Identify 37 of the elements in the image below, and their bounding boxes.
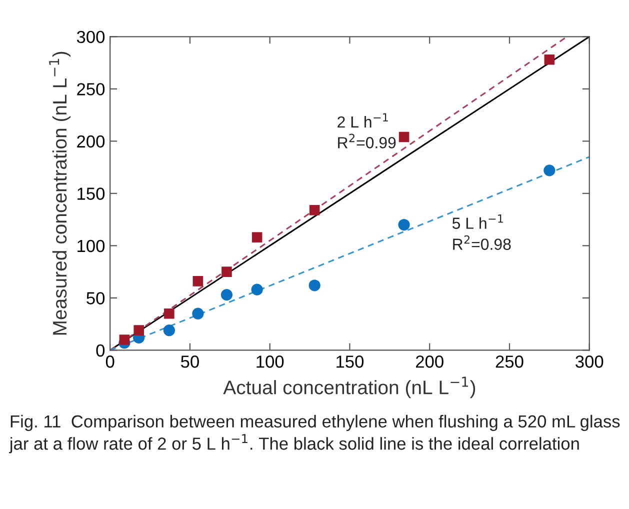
caption: Fig. 11 Comparison between measured ethylene when flushing a 520 mL glass jar at a flow rate of 2 or 5 L h$^{−1}$. The black solid line is the ideal correlation <box>9 414 620 454</box>
y-tick-label: 250 <box>77 83 105 96</box>
point <box>398 218 410 231</box>
point <box>544 54 555 65</box>
point <box>134 325 144 336</box>
point <box>252 232 262 242</box>
point <box>192 308 204 320</box>
annotation: R$^{2}$=0.98 <box>453 235 511 250</box>
y-tick-label: 200 <box>77 135 105 148</box>
point <box>222 266 232 277</box>
annotation: 5 L h$^{−1}$ <box>452 214 503 229</box>
y-tick-label: 50 <box>86 292 105 304</box>
point <box>308 280 320 292</box>
x-tick-label: 200 <box>416 356 444 368</box>
y-tick-label: 0 <box>96 344 105 357</box>
point <box>163 324 175 336</box>
annotation: 2 L h$^{−1}$ <box>338 113 388 128</box>
y-axis-title: Measured concentration (nL L$^{−1}$) <box>49 52 71 335</box>
y-tick-label: 300 <box>76 30 105 44</box>
x-tick-label: 100 <box>256 356 284 368</box>
y-tick-label: 100 <box>78 240 105 252</box>
annotation: R$^{2}$=0.99 <box>338 134 396 148</box>
point <box>164 308 174 319</box>
point <box>544 164 556 176</box>
x-tick-label: 0 <box>106 356 114 368</box>
x-tick-label: 150 <box>336 356 364 368</box>
x-tick-label: 50 <box>181 356 199 368</box>
point <box>251 284 263 296</box>
x-axis-title: Actual concentration (nL L$^{−1}$) <box>223 376 476 398</box>
point <box>220 288 233 301</box>
x-tick-label: 250 <box>496 356 524 368</box>
point <box>398 132 410 142</box>
x-tick-label: 300 <box>576 356 604 368</box>
point <box>192 276 204 286</box>
point <box>119 334 130 345</box>
y-tick-label: 150 <box>78 188 105 200</box>
point <box>309 204 320 216</box>
